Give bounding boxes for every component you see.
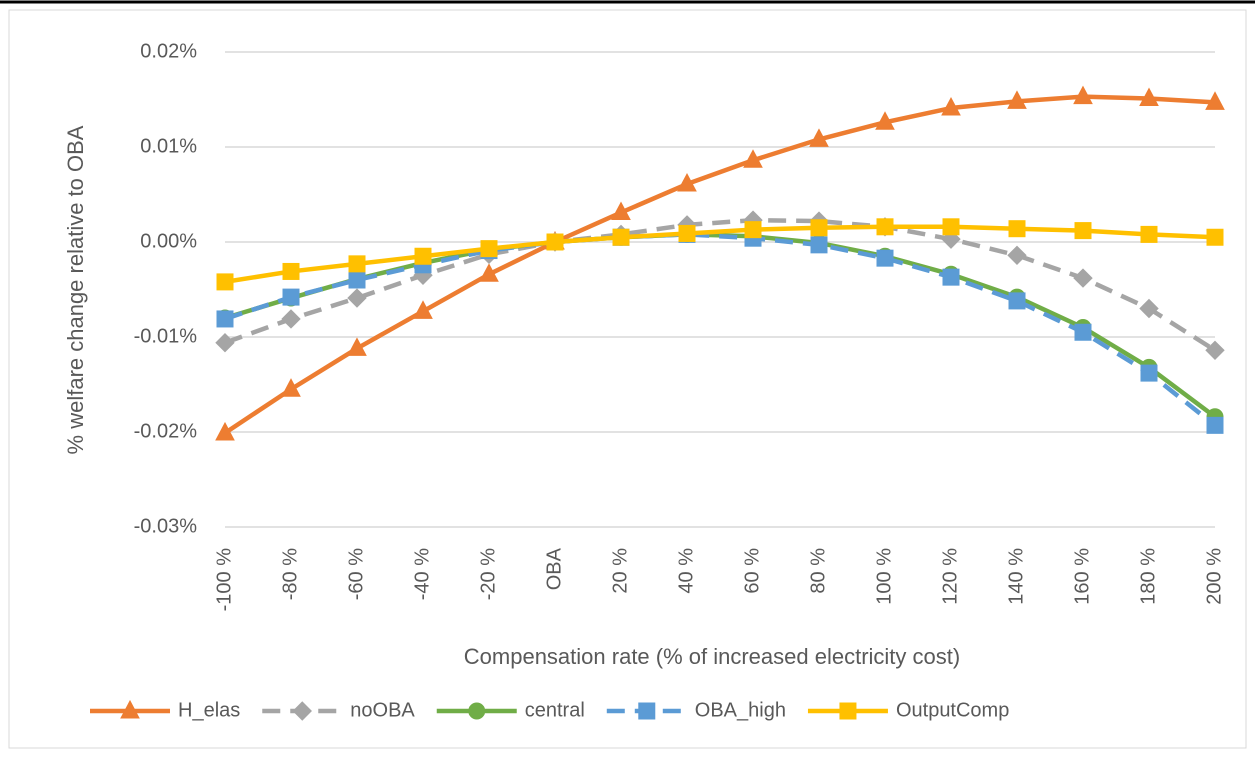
y-tick-label: 0.02% bbox=[140, 40, 197, 62]
data-point bbox=[348, 271, 366, 289]
x-tick-label: -100 % bbox=[213, 548, 235, 612]
data-point bbox=[809, 128, 829, 147]
data-point bbox=[1008, 220, 1026, 238]
data-point bbox=[876, 218, 894, 236]
x-tick-label: 160 % bbox=[1071, 548, 1093, 605]
y-tick-label: -0.03% bbox=[134, 515, 198, 537]
legend-marker bbox=[638, 702, 656, 720]
x-tick-label: -20 % bbox=[477, 548, 499, 600]
data-point bbox=[942, 268, 960, 286]
x-tick-label: -80 % bbox=[279, 548, 301, 600]
data-point bbox=[1140, 364, 1158, 382]
data-point bbox=[744, 221, 762, 239]
data-point bbox=[414, 247, 432, 265]
legend-label: H_elas bbox=[178, 699, 240, 721]
data-point bbox=[216, 310, 234, 328]
x-tick-label: 40 % bbox=[675, 548, 697, 594]
data-point bbox=[1206, 416, 1224, 434]
series-line bbox=[224, 232, 1217, 428]
data-point bbox=[479, 263, 499, 282]
data-point bbox=[282, 288, 300, 306]
data-point bbox=[941, 96, 961, 116]
data-point bbox=[413, 300, 433, 319]
y-tick-label: 0.00% bbox=[140, 230, 197, 252]
data-point bbox=[1074, 323, 1092, 341]
series-line bbox=[224, 217, 1217, 353]
data-point bbox=[281, 309, 301, 329]
data-point bbox=[480, 240, 498, 258]
legend-marker bbox=[468, 702, 486, 720]
data-point bbox=[810, 236, 828, 254]
legend-label: OBA_high bbox=[695, 699, 786, 721]
legend-label: noOBA bbox=[350, 699, 415, 721]
legend-label: central bbox=[525, 699, 585, 721]
data-point bbox=[215, 332, 235, 353]
data-point bbox=[678, 224, 696, 242]
x-tick-label: 80 % bbox=[807, 548, 829, 594]
data-point bbox=[281, 378, 301, 397]
data-point bbox=[810, 219, 828, 237]
data-point bbox=[1139, 87, 1159, 107]
data-point bbox=[215, 421, 235, 441]
legend-marker bbox=[839, 702, 857, 720]
x-axis-title: Compensation rate (% of increased electr… bbox=[464, 644, 960, 669]
data-point bbox=[1139, 298, 1159, 319]
x-tick-label: 100 % bbox=[873, 548, 895, 605]
data-point bbox=[1205, 340, 1225, 361]
data-point bbox=[1007, 90, 1027, 109]
data-point bbox=[216, 273, 234, 291]
data-point bbox=[611, 201, 631, 221]
data-point bbox=[1073, 85, 1093, 105]
x-tick-label: 180 % bbox=[1137, 548, 1159, 605]
y-tick-label: -0.01% bbox=[134, 325, 198, 347]
data-point bbox=[1007, 245, 1027, 266]
data-point bbox=[1140, 225, 1158, 243]
y-tick-label: 0.01% bbox=[140, 135, 197, 157]
series-line bbox=[224, 224, 1216, 285]
data-point bbox=[1205, 91, 1225, 110]
legend-marker bbox=[120, 699, 140, 719]
data-point bbox=[546, 233, 564, 251]
legend-marker bbox=[292, 701, 312, 721]
x-tick-label: -60 % bbox=[345, 548, 367, 600]
legend-label: OutputComp bbox=[896, 699, 1009, 721]
data-point bbox=[1073, 268, 1093, 288]
data-point bbox=[1206, 228, 1224, 246]
chart-frame bbox=[8, 9, 1247, 749]
x-tick-label: OBA bbox=[543, 547, 565, 590]
data-point bbox=[348, 255, 366, 273]
x-tick-label: 200 % bbox=[1203, 548, 1225, 605]
x-tick-label: 140 % bbox=[1005, 548, 1027, 605]
data-point bbox=[942, 218, 960, 236]
y-tick-label: -0.02% bbox=[134, 420, 198, 442]
x-tick-label: 20 % bbox=[609, 548, 631, 594]
data-point bbox=[282, 262, 300, 280]
data-point bbox=[876, 249, 894, 267]
data-point bbox=[677, 172, 697, 192]
data-point bbox=[1074, 222, 1092, 240]
x-tick-label: 120 % bbox=[939, 548, 961, 605]
x-tick-label: -40 % bbox=[411, 548, 433, 600]
data-point bbox=[743, 149, 763, 168]
data-point bbox=[875, 111, 895, 130]
y-axis-title: % welfare change relative to OBA bbox=[63, 125, 88, 454]
data-point bbox=[347, 288, 367, 308]
series-line bbox=[223, 94, 1216, 435]
data-point bbox=[1008, 292, 1026, 310]
x-tick-label: 60 % bbox=[741, 548, 763, 594]
data-point bbox=[612, 228, 630, 246]
data-point bbox=[347, 337, 367, 356]
